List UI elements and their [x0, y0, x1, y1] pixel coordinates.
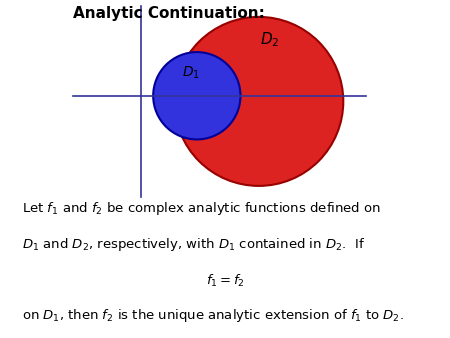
Circle shape [174, 17, 343, 186]
Text: $D_1$: $D_1$ [182, 65, 200, 81]
Text: Let $f_1$ and $f_2$ be complex analytic functions defined on: Let $f_1$ and $f_2$ be complex analytic … [22, 200, 382, 217]
Text: $D_2$: $D_2$ [261, 30, 280, 49]
Text: on $D_1$, then $f_2$ is the unique analytic extension of $f_1$ to $D_2$.: on $D_1$, then $f_2$ is the unique analy… [22, 307, 405, 324]
Text: $D_1$ and $D_2$, respectively, with $D_1$ contained in $D_2$.  If: $D_1$ and $D_2$, respectively, with $D_1… [22, 236, 365, 253]
Circle shape [153, 52, 240, 140]
Text: Analytic Continuation:: Analytic Continuation: [73, 6, 265, 21]
Text: $f_1 = f_2$: $f_1 = f_2$ [206, 273, 244, 289]
